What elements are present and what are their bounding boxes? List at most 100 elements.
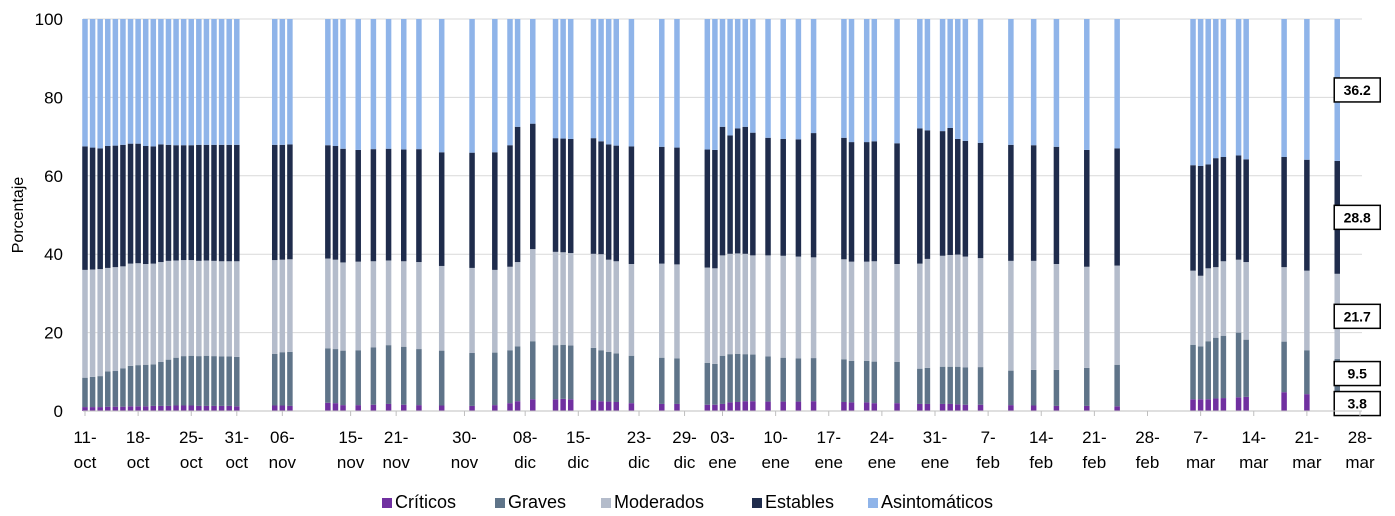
x-tick-label-day: 08- (513, 428, 538, 447)
x-tick-label-month: nov (269, 453, 297, 472)
bar-segment-asintomaticos (924, 19, 931, 131)
bar-segment-estables (507, 145, 513, 267)
bar-segment-criticos (1084, 405, 1090, 411)
bar-segment-graves (120, 368, 126, 407)
bar-stack (1304, 19, 1310, 411)
bar-segment-asintomaticos (135, 19, 141, 144)
bar-segment-estables (325, 145, 331, 259)
bar-segment-graves (727, 354, 733, 403)
bar-segment-graves (1235, 332, 1242, 398)
data-label: 36.2 (1333, 77, 1381, 103)
bar-segment-asintomaticos (211, 19, 217, 145)
x-tick-label-month: nov (337, 453, 365, 472)
bar-segment-graves (271, 353, 278, 406)
bar-segment-estables (438, 152, 445, 266)
bar-segment-asintomaticos (962, 19, 969, 141)
bar-stack (1114, 19, 1120, 411)
bar-stack (841, 19, 847, 411)
x-tick-label-day: 18- (126, 428, 151, 447)
bar-segment-asintomaticos (1304, 19, 1310, 160)
bar-segment-asintomaticos (112, 19, 119, 146)
legend-label: Graves (508, 492, 566, 512)
bar-segment-asintomaticos (795, 19, 802, 140)
bar-segment-asintomaticos (894, 19, 900, 144)
bar-segment-moderados (727, 253, 733, 355)
bar-segment-moderados (325, 258, 331, 349)
bar-segment-graves (712, 363, 718, 405)
bar-segment-asintomaticos (605, 19, 612, 145)
bar-segment-moderados (135, 263, 141, 366)
bar-segment-criticos (613, 401, 619, 411)
bar-segment-graves (401, 346, 407, 405)
bar-segment-estables (613, 145, 619, 262)
bar-segment-estables (598, 141, 604, 255)
bar-stack (196, 19, 202, 411)
bar-stack (97, 19, 103, 411)
bar-stack (173, 19, 179, 411)
bar-segment-asintomaticos (810, 19, 817, 134)
x-tick-label-month: mar (1345, 453, 1375, 472)
bar-segment-moderados (552, 251, 559, 346)
bar-segment-asintomaticos (438, 19, 445, 153)
bar-segment-asintomaticos (590, 19, 597, 139)
bar-segment-graves (188, 355, 194, 406)
bar-segment-criticos (719, 403, 726, 411)
bar-segment-asintomaticos (1190, 19, 1196, 166)
bar-segment-asintomaticos (530, 19, 536, 124)
bar-segment-criticos (142, 406, 149, 411)
bar-segment-moderados (924, 258, 931, 368)
bar-segment-moderados (871, 261, 878, 362)
bar-segment-estables (947, 127, 953, 255)
bar-stack (1084, 19, 1090, 411)
bar-segment-moderados (659, 263, 665, 358)
bar-segment-estables (142, 146, 149, 264)
bar-segment-criticos (674, 403, 680, 411)
bar-segment-graves (211, 356, 217, 406)
data-label: 3.8 (1333, 390, 1381, 417)
bar-stack (552, 19, 559, 411)
bar-segment-graves (135, 365, 141, 407)
bar-stack (742, 19, 749, 411)
bar-segment-estables (401, 149, 407, 262)
bar-segment-criticos (514, 401, 521, 411)
bar-stack (89, 19, 96, 411)
bar-segment-graves (469, 352, 475, 406)
bar-segment-graves (924, 367, 931, 404)
bar-segment-asintomaticos (1243, 19, 1249, 160)
bar-stack (917, 19, 923, 411)
bar-stack (370, 19, 377, 411)
bar-segment-estables (939, 131, 946, 256)
bar-segment-asintomaticos (712, 19, 718, 150)
bar-segment-moderados (605, 259, 612, 352)
data-label-box (1333, 303, 1381, 330)
bar-segment-graves (552, 345, 559, 400)
bar-segment-moderados (765, 255, 771, 357)
bar-segment-moderados (105, 267, 111, 372)
bar-segment-asintomaticos (1084, 19, 1090, 150)
bar-segment-estables (1281, 156, 1287, 268)
bar-segment-criticos (287, 405, 293, 411)
bar-segment-asintomaticos (939, 19, 946, 132)
bar-segment-graves (203, 355, 210, 406)
bar-segment-graves (628, 355, 635, 404)
bar-stack (1243, 19, 1249, 411)
bar-segment-criticos (530, 399, 536, 411)
bar-segment-estables (560, 138, 566, 253)
bar-segment-graves (848, 360, 855, 403)
bar-segment-graves (514, 346, 521, 402)
bar-segment-asintomaticos (142, 19, 149, 147)
bar-segment-graves (340, 350, 346, 406)
bar-segment-graves (750, 354, 756, 402)
bar-segment-asintomaticos (598, 19, 604, 142)
x-tick-label-day: 11- (73, 428, 96, 447)
bar-stack (674, 19, 680, 411)
bar-stack (112, 19, 119, 411)
bar-segment-asintomaticos (234, 19, 240, 145)
bar-stack (765, 19, 771, 411)
bar-segment-asintomaticos (89, 19, 96, 148)
bar-segment-asintomaticos (977, 19, 984, 143)
bar-segment-graves (1084, 367, 1090, 406)
bar-segment-graves (165, 359, 172, 406)
bar-segment-moderados (590, 253, 597, 348)
bar-segment-criticos (704, 404, 711, 411)
